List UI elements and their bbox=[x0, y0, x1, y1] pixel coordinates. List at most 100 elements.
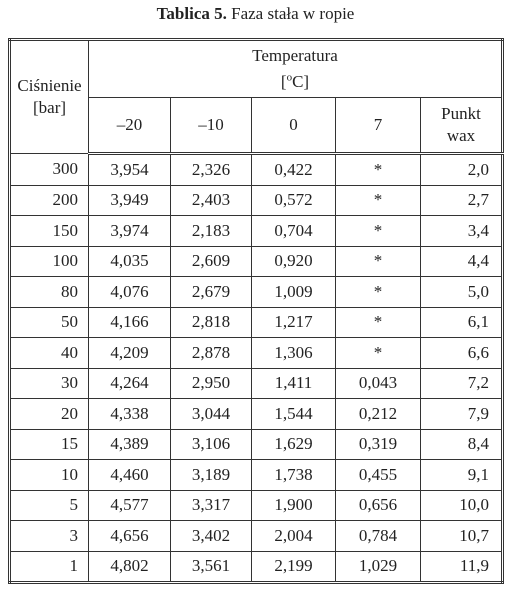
column-header: –10 bbox=[170, 97, 252, 155]
value-cell: 3,954 bbox=[88, 153, 171, 186]
table-row: 80 4,076 2,679 1,009 * 5,0 bbox=[9, 276, 503, 308]
value-cell: 3,106 bbox=[170, 428, 252, 460]
table-row: 30 4,264 2,950 1,411 0,043 7,2 bbox=[9, 367, 503, 399]
pressure-cell: 50 bbox=[9, 306, 89, 338]
pressure-cell: 150 bbox=[9, 215, 89, 247]
value-cell: 2,326 bbox=[170, 153, 252, 186]
value-cell: 3,949 bbox=[88, 184, 171, 216]
table-row: 5 4,577 3,317 1,900 0,656 10,0 bbox=[9, 489, 503, 521]
unit-prefix: [ bbox=[280, 72, 287, 92]
pressure-cell: 80 bbox=[9, 276, 89, 308]
value-cell: 4,035 bbox=[88, 245, 171, 277]
unit: [oC] bbox=[280, 71, 310, 92]
value-cell: 4,656 bbox=[88, 520, 171, 552]
pressure-cell: 15 bbox=[9, 428, 89, 460]
row-header-line: Ciśnienie bbox=[17, 76, 82, 95]
value-cell: * bbox=[335, 337, 421, 369]
value-cell: 1,029 bbox=[335, 550, 421, 583]
value-cell: 6,1 bbox=[420, 306, 503, 338]
value-cell: 4,076 bbox=[88, 276, 171, 308]
value-cell: * bbox=[335, 215, 421, 247]
pressure-cell: 100 bbox=[9, 245, 89, 277]
table-row: 100 4,035 2,609 0,920 * 4,4 bbox=[9, 245, 503, 277]
value-cell: 0,704 bbox=[251, 215, 336, 247]
value-cell: 1,411 bbox=[251, 367, 336, 399]
value-cell: 4,338 bbox=[88, 398, 171, 430]
value-cell: 11,9 bbox=[420, 550, 503, 583]
value-cell: 7,2 bbox=[420, 367, 503, 399]
value-cell: 1,900 bbox=[251, 489, 336, 521]
value-cell: 2,199 bbox=[251, 550, 336, 583]
pressure-cell: 5 bbox=[9, 489, 89, 521]
table-row: 1 4,802 3,561 2,199 1,029 11,9 bbox=[9, 550, 503, 583]
value-cell: 8,4 bbox=[420, 428, 503, 460]
unit-suffix: C] bbox=[292, 72, 310, 92]
value-cell: * bbox=[335, 306, 421, 338]
value-cell: 10,7 bbox=[420, 520, 503, 552]
value-cell: 10,0 bbox=[420, 489, 503, 521]
table-row: 10 4,460 3,189 1,738 0,455 9,1 bbox=[9, 459, 503, 491]
value-cell: 0,212 bbox=[335, 398, 421, 430]
value-cell: 3,317 bbox=[170, 489, 252, 521]
value-cell: 4,4 bbox=[420, 245, 503, 277]
column-header: 0 bbox=[251, 97, 336, 155]
value-cell: 2,183 bbox=[170, 215, 252, 247]
value-cell: 3,402 bbox=[170, 520, 252, 552]
value-cell: 0,572 bbox=[251, 184, 336, 216]
value-cell: * bbox=[335, 153, 421, 186]
value-cell: 1,217 bbox=[251, 306, 336, 338]
value-cell: 2,403 bbox=[170, 184, 252, 216]
value-cell: 2,0 bbox=[420, 153, 503, 186]
table-row: 20 4,338 3,044 1,544 0,212 7,9 bbox=[9, 398, 503, 430]
table-row: 15 4,389 3,106 1,629 0,319 8,4 bbox=[9, 428, 503, 460]
unit-sup: o bbox=[286, 71, 293, 84]
value-cell: 0,422 bbox=[251, 153, 336, 186]
table-row: 50 4,166 2,818 1,217 * 6,1 bbox=[9, 306, 503, 338]
value-cell: 4,802 bbox=[88, 550, 171, 583]
value-cell: 4,166 bbox=[88, 306, 171, 338]
value-cell: 4,389 bbox=[88, 428, 171, 460]
value-cell: 2,609 bbox=[170, 245, 252, 277]
group-header: Temperatura [oC] bbox=[88, 39, 503, 98]
table-row: 150 3,974 2,183 0,704 * 3,4 bbox=[9, 215, 503, 247]
row-header-line: [bar] bbox=[32, 98, 67, 117]
group-title: Temperatura bbox=[252, 45, 338, 65]
column-header: –20 bbox=[88, 97, 171, 155]
caption: Tablica 5. Faza stała w ropie bbox=[0, 4, 511, 24]
pressure-cell: 300 bbox=[9, 153, 89, 186]
value-cell: 3,974 bbox=[88, 215, 171, 247]
pressure-cell: 30 bbox=[9, 367, 89, 399]
data-table: Ciśnienie [bar] Temperatura [oC] –20 –10 0 7 P… bbox=[8, 38, 504, 584]
value-cell: 1,544 bbox=[251, 398, 336, 430]
row-header: Ciśnienie [bar] bbox=[9, 39, 89, 154]
caption-text: Faza stała w ropie bbox=[231, 4, 355, 23]
value-cell: 2,7 bbox=[420, 184, 503, 216]
value-cell: 0,455 bbox=[335, 459, 421, 491]
value-cell: 0,043 bbox=[335, 367, 421, 399]
value-cell: 2,679 bbox=[170, 276, 252, 308]
value-cell: * bbox=[335, 276, 421, 308]
value-cell: 3,044 bbox=[170, 398, 252, 430]
value-cell: * bbox=[335, 184, 421, 216]
value-cell: 1,306 bbox=[251, 337, 336, 369]
pressure-cell: 10 bbox=[9, 459, 89, 491]
pressure-cell: 1 bbox=[9, 550, 89, 583]
value-cell: 2,004 bbox=[251, 520, 336, 552]
caption-label: Tablica 5. bbox=[156, 4, 227, 23]
value-cell: 4,209 bbox=[88, 337, 171, 369]
column-header: Punkt wax bbox=[420, 97, 503, 155]
value-cell: 2,950 bbox=[170, 367, 252, 399]
value-cell: 4,264 bbox=[88, 367, 171, 399]
value-cell: 5,0 bbox=[420, 276, 503, 308]
value-cell: 1,629 bbox=[251, 428, 336, 460]
value-cell: 0,784 bbox=[335, 520, 421, 552]
value-cell: 2,818 bbox=[170, 306, 252, 338]
value-cell: 7,9 bbox=[420, 398, 503, 430]
value-cell: 2,878 bbox=[170, 337, 252, 369]
value-cell: 3,561 bbox=[170, 550, 252, 583]
value-cell: 1,738 bbox=[251, 459, 336, 491]
value-cell: 3,189 bbox=[170, 459, 252, 491]
value-cell: 4,460 bbox=[88, 459, 171, 491]
column-header: 7 bbox=[335, 97, 421, 155]
value-cell: 0,920 bbox=[251, 245, 336, 277]
